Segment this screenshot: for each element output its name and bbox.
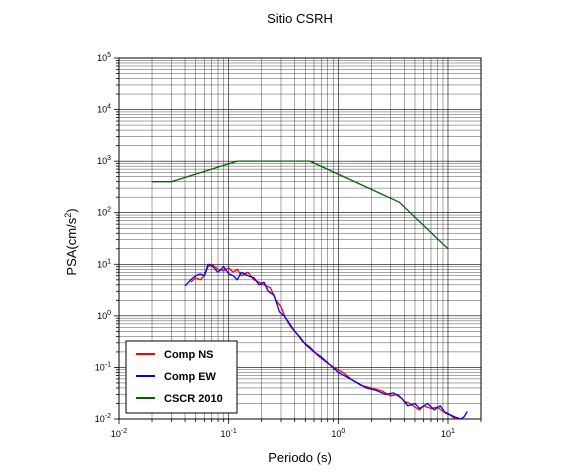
y-tick-label-base: 10 [97, 53, 107, 63]
y-tick-label: 100 [97, 310, 111, 321]
y-tick-label-base: 10 [95, 362, 105, 372]
y-tick-label: 10-2 [95, 413, 111, 424]
y-tick-label-base: 10 [97, 208, 107, 218]
x-tick-label: 101 [441, 428, 455, 439]
y-tick-label: 105 [97, 52, 111, 63]
x-tick-label-exp: 0 [341, 428, 345, 435]
y-axis-label-close: ) [64, 208, 79, 212]
x-axis-label: Periodo (s) [268, 450, 332, 465]
y-tick-label: 101 [97, 258, 111, 269]
y-tick-label-base: 10 [95, 414, 105, 424]
x-tick-label: 10-1 [221, 428, 237, 439]
y-tick-label: 102 [97, 207, 111, 218]
x-tick-label-exp: 1 [451, 428, 455, 435]
chart-title: Sitio CSRH [267, 11, 333, 26]
series-line-cscr-2010 [152, 160, 449, 250]
x-tick-label-base: 10 [331, 429, 341, 439]
series-group [152, 160, 468, 420]
y-tick-label: 103 [97, 155, 111, 166]
x-tick-label-base: 10 [221, 429, 231, 439]
x-tick-label-exp: -2 [121, 428, 127, 435]
y-axis-label-main: PSA(cm/s [64, 217, 79, 275]
x-tick-label-base: 10 [441, 429, 451, 439]
y-tick-label: 104 [97, 104, 111, 115]
y-tick-label-exp: -2 [105, 413, 111, 420]
x-tick-label: 100 [331, 428, 345, 439]
y-tick-label-base: 10 [97, 259, 107, 269]
y-axis-label-sup: 2 [63, 213, 73, 218]
y-tick-label-base: 10 [97, 156, 107, 166]
series-line-comp-ew [184, 263, 468, 420]
y-tick-label-exp: 4 [107, 104, 111, 111]
y-axis-label: PSA(cm/s2) [63, 208, 79, 275]
legend-label-comp-ew: Comp EW [164, 371, 217, 383]
x-tick-label: 10-2 [111, 428, 127, 439]
x-tick-label-base: 10 [111, 429, 121, 439]
legend: Comp NS Comp EW CSCR 2010 [125, 340, 238, 414]
y-tick-label-exp: 1 [107, 258, 111, 265]
y-tick-label-exp: 0 [107, 310, 111, 317]
y-tick-label: 10-1 [95, 361, 111, 372]
legend-label-comp-ns: Comp NS [164, 349, 214, 361]
plot-frame [118, 57, 482, 420]
y-tick-label-exp: 5 [107, 52, 111, 59]
y-tick-label-base: 10 [97, 311, 107, 321]
legend-label-cscr-2010: CSCR 2010 [164, 393, 223, 405]
x-tick-label-exp: -1 [231, 428, 237, 435]
y-tick-label-exp: -1 [105, 361, 111, 368]
y-tick-label-exp: 3 [107, 155, 111, 162]
y-tick-label-exp: 2 [107, 207, 111, 214]
y-tick-label-base: 10 [97, 105, 107, 115]
